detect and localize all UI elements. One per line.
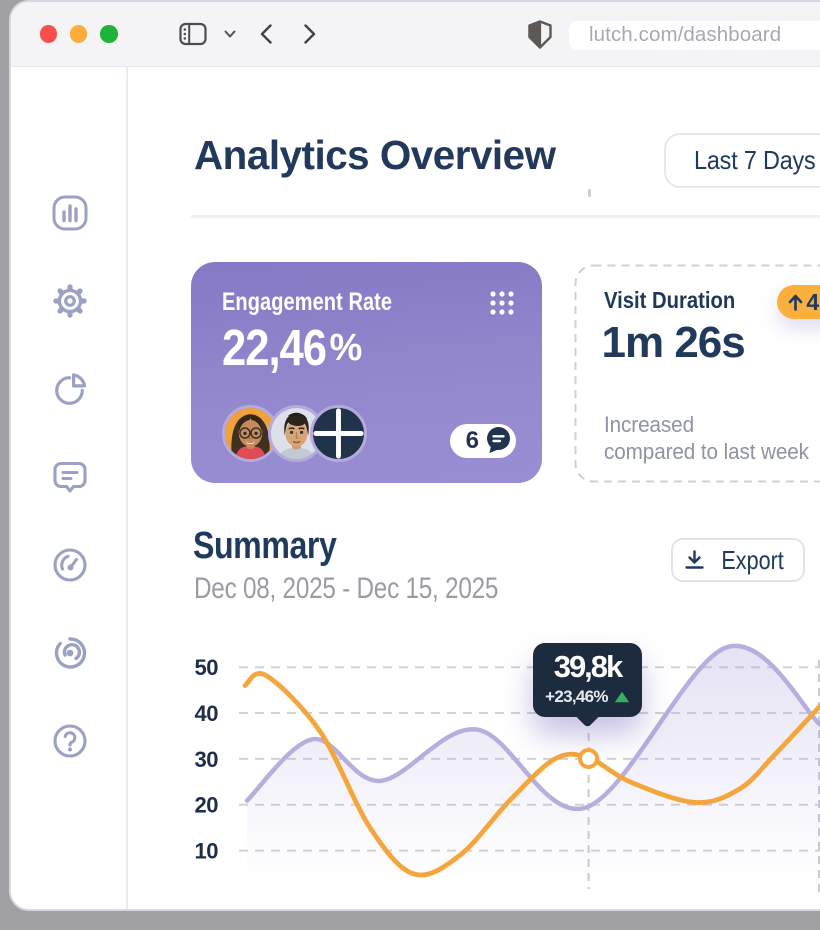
purple-series-area (247, 645, 820, 886)
chart-point-marker[interactable] (578, 748, 600, 769)
y-axis-label-20: 20 (195, 793, 219, 818)
chevron-down-icon[interactable] (224, 30, 236, 39)
close-window-button[interactable] (39, 25, 58, 43)
visit-description-line1: Increased (604, 412, 694, 437)
comments-count: 6 (465, 426, 479, 454)
man-avatar-graphic (270, 408, 322, 459)
visit-duration-value: 1m 26s (601, 317, 746, 367)
download-icon (685, 550, 705, 569)
sidebar-toggle-icon[interactable] (179, 22, 207, 46)
speedometer-icon[interactable] (52, 547, 88, 583)
visit-card-title: Visit Duration (604, 286, 736, 313)
purple-series-line (244, 643, 820, 812)
engagement-card-title: Engagement Rate (222, 288, 393, 317)
back-icon[interactable] (260, 24, 272, 44)
tooltip-delta: +23,46% (545, 687, 630, 707)
plus-icon (313, 408, 364, 459)
y-axis-label-50: 50 (195, 655, 219, 680)
engagement-rate-card: Engagement Rate 22,46% (191, 262, 542, 483)
forward-icon[interactable] (304, 24, 316, 44)
page-title: Analytics Overview (193, 132, 556, 179)
visit-description-line2: compared to last week (604, 439, 809, 464)
chat-bubble-icon (487, 427, 510, 454)
engagement-rate-value: 22,46% (222, 322, 362, 373)
arrow-up-icon (789, 294, 803, 311)
summary-date-range: Dec 08, 2025 - Dec 15, 2025 (193, 571, 498, 605)
bar-chart-icon[interactable] (52, 195, 88, 231)
date-range-label: Last 7 Days (694, 145, 816, 175)
shield-privacy-icon[interactable] (528, 20, 552, 49)
chat-message-icon[interactable] (52, 459, 88, 495)
summary-line-chart: 10 20 30 40 50 (195, 643, 820, 893)
trend-up-triangle-icon (614, 691, 630, 703)
visit-trend-value: 4 (806, 288, 820, 315)
comments-badge[interactable]: 6 (450, 423, 516, 458)
minimize-window-button[interactable] (69, 25, 88, 43)
export-button[interactable]: Export (671, 538, 805, 582)
header-dash-decoration (587, 189, 591, 197)
y-axis-label-10: 10 (195, 839, 219, 864)
summary-title: Summary (193, 524, 337, 567)
engagement-rate-unit: % (329, 327, 362, 369)
add-member-button[interactable] (310, 405, 367, 462)
visit-trend-badge: 4 (777, 285, 820, 319)
visit-description: Increased compared to last week (604, 411, 809, 465)
visit-duration-card: Visit Duration 4 1m 26s Increased compar… (574, 264, 820, 483)
browser-window: lutch.com/dashboard (11, 2, 820, 909)
drag-grid-icon[interactable] (489, 290, 515, 316)
avatar-woman-glasses (222, 405, 279, 462)
settings-gear-icon[interactable] (52, 283, 88, 319)
disc-target-icon[interactable] (52, 635, 88, 671)
tooltip-value: 39,8k (553, 649, 624, 684)
sidebar (11, 67, 128, 909)
url-text: lutch.com/dashboard (589, 23, 782, 46)
date-range-button[interactable]: Last 7 Days (664, 133, 820, 188)
pie-chart-icon[interactable] (52, 371, 88, 407)
y-axis-label-30: 30 (195, 747, 219, 772)
header-divider (191, 214, 820, 218)
engagement-rate-number: 22,46 (222, 319, 327, 376)
export-label: Export (721, 544, 785, 575)
orange-series-line (242, 671, 820, 878)
y-axis-label-40: 40 (195, 701, 219, 726)
woman-avatar-graphic (225, 408, 276, 459)
chart-tooltip: 39,8k +23,46% (533, 643, 642, 717)
browser-toolbar: lutch.com/dashboard (11, 2, 820, 67)
url-bar[interactable]: lutch.com/dashboard (569, 20, 820, 50)
tooltip-delta-text: +23,46% (545, 687, 608, 706)
help-question-icon[interactable] (52, 723, 88, 759)
zoom-window-button[interactable] (100, 25, 118, 43)
